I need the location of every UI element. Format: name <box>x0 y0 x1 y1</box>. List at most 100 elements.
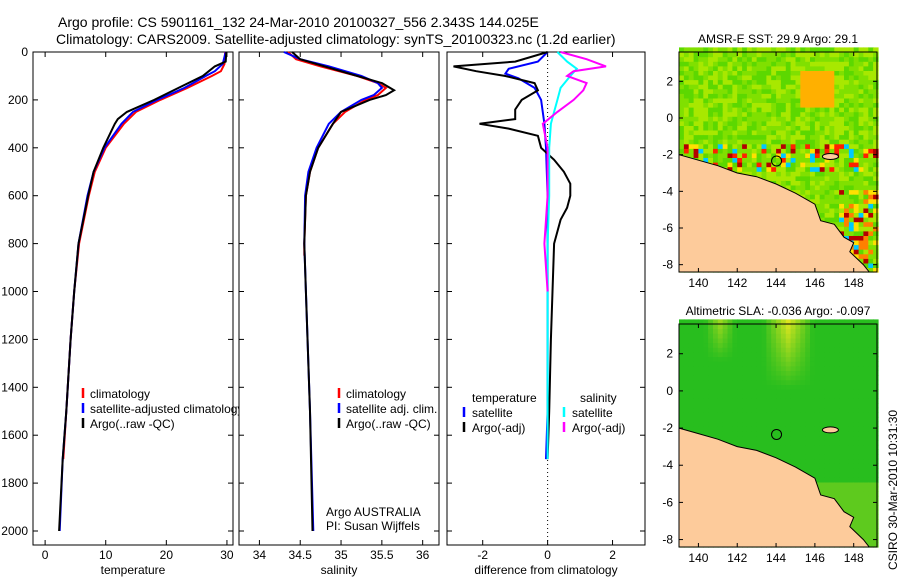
map-cell <box>834 97 840 103</box>
map-cell <box>834 65 840 71</box>
map-cell <box>810 342 816 348</box>
map-cell <box>761 143 767 149</box>
map-cell <box>853 230 860 236</box>
map-cell <box>800 430 806 437</box>
map-cell <box>814 319 821 325</box>
land-mass <box>678 154 871 273</box>
map-cell <box>814 412 821 418</box>
map-cell <box>737 152 743 158</box>
land-mass <box>678 427 871 548</box>
map-cell <box>727 328 733 334</box>
map-cell <box>868 351 874 358</box>
map-cell <box>853 361 860 367</box>
map-cell <box>790 351 797 358</box>
legend-label: satellite <box>472 406 513 420</box>
map-cell <box>839 449 845 455</box>
series-line-temperature-argo-adj- <box>453 51 572 460</box>
map-cell <box>742 389 748 395</box>
map-cell <box>834 217 840 223</box>
map-cell <box>868 533 874 539</box>
map-cell <box>848 491 855 497</box>
map-cell <box>771 162 777 168</box>
map-cell <box>858 375 865 381</box>
y-tick-label: -6 <box>662 221 673 235</box>
map-cell <box>800 180 806 186</box>
map-cell <box>853 403 860 409</box>
map-cell <box>814 148 821 154</box>
map-cell <box>766 134 772 140</box>
map-cell <box>863 375 869 381</box>
map-cell <box>761 125 767 131</box>
map-cell <box>873 328 879 334</box>
map-cell <box>848 74 855 81</box>
map-cell <box>703 379 709 385</box>
map-cell <box>688 102 695 108</box>
map-cell <box>839 319 845 325</box>
series-line-salinity-satellite <box>546 51 579 460</box>
side-timestamp: CSIRO 30-Mar-2010 10:31:30 <box>886 410 900 570</box>
map-cell <box>727 166 733 172</box>
map-cell <box>819 333 826 339</box>
map-cell <box>776 384 782 390</box>
map-cell <box>848 139 855 145</box>
map-cell <box>732 166 738 172</box>
map-cell <box>693 143 700 149</box>
map-cell <box>824 198 831 204</box>
map-cell <box>693 129 700 136</box>
map-cell <box>824 217 831 223</box>
map-cell <box>863 162 869 168</box>
map-cell <box>834 468 840 474</box>
map-cell <box>858 74 865 81</box>
map-cell <box>703 430 709 437</box>
map-cell <box>742 319 748 325</box>
map-cell <box>853 226 860 232</box>
map-cell <box>848 370 855 376</box>
map-cell <box>824 384 831 390</box>
map-cell <box>713 403 719 409</box>
map-cell <box>814 403 821 409</box>
map-cell <box>708 407 714 413</box>
map-cell <box>693 116 700 122</box>
map-cell <box>868 328 874 334</box>
map-cell <box>868 347 874 353</box>
map-cell <box>805 421 811 427</box>
map-cell <box>805 440 811 446</box>
map-cell <box>732 351 738 358</box>
map-cell <box>868 88 874 94</box>
map-cell <box>844 347 850 353</box>
map-cell <box>814 430 821 437</box>
map-cell <box>683 97 690 103</box>
map-cell <box>790 361 797 367</box>
y-tick-label: 800 <box>8 237 28 251</box>
map-cell <box>868 356 874 362</box>
map-cell <box>780 430 787 437</box>
map-cell <box>868 463 874 469</box>
map-cell <box>873 134 879 140</box>
map-cell <box>693 342 700 348</box>
map-cell <box>868 477 874 483</box>
map-cell <box>814 351 821 358</box>
map-cell <box>683 356 690 362</box>
map-cell <box>746 342 753 348</box>
map-cell <box>844 337 850 344</box>
map-cell <box>732 375 738 381</box>
map-cell <box>868 70 874 76</box>
map-cell <box>790 139 797 145</box>
map-cell <box>819 389 826 395</box>
map-cell <box>717 347 724 353</box>
map-cell <box>785 61 792 67</box>
map-cell <box>790 333 797 339</box>
map-cell <box>776 88 782 94</box>
map-cell <box>679 356 685 362</box>
map-cell <box>737 143 743 149</box>
map-cell <box>722 361 729 367</box>
map-cell <box>858 384 865 390</box>
map-cell <box>683 152 690 158</box>
map-cell <box>756 426 763 432</box>
map-cell <box>717 116 724 122</box>
map-cell <box>814 107 821 113</box>
map-cell <box>873 393 879 399</box>
map-cell <box>790 116 797 122</box>
map-cell <box>766 365 772 371</box>
map-cell <box>868 116 874 122</box>
